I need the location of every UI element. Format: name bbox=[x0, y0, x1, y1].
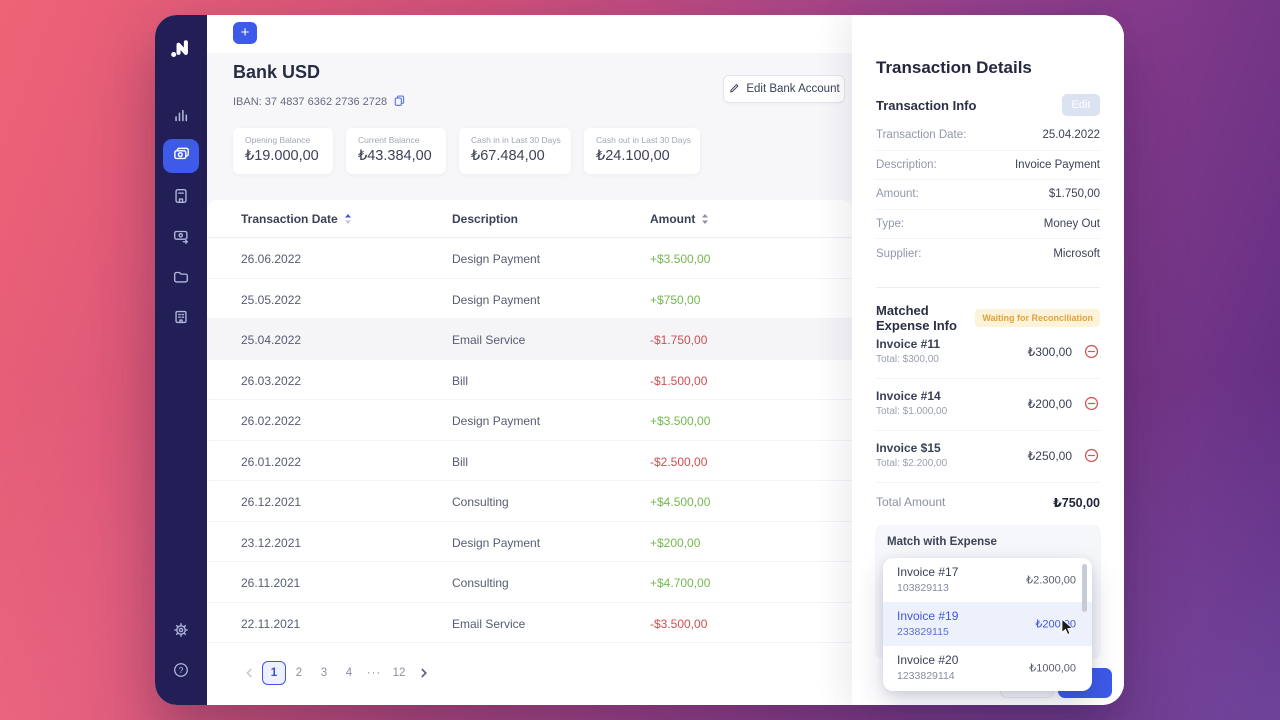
column-amount[interactable]: Amount bbox=[650, 212, 709, 226]
edit-transaction-button[interactable]: Edit bbox=[1062, 94, 1100, 116]
transaction-details-panel: Transaction Details Transaction Info Edi… bbox=[852, 15, 1124, 705]
pagination: 1 2 3 4 ··· 12 bbox=[237, 661, 437, 685]
dropdown-item[interactable]: Invoice #17 103829113 ₺2.300,00 bbox=[897, 565, 1076, 594]
page-button-2[interactable]: 2 bbox=[295, 667, 303, 679]
balance-stats: Opening Balance ₺19.000,00 Current Balan… bbox=[233, 128, 700, 174]
bar-chart-icon[interactable] bbox=[172, 107, 190, 125]
sidebar: ? bbox=[155, 15, 207, 705]
page-button-12[interactable]: 12 bbox=[392, 667, 406, 679]
prev-page-icon[interactable] bbox=[237, 661, 261, 685]
table-row-selected[interactable]: 25.04.2022 Email Service -$1.750,00 bbox=[207, 319, 852, 360]
remove-expense-icon[interactable] bbox=[1083, 395, 1100, 412]
dropdown-item[interactable]: Invoice #20 1233829114 ₺1000,00 bbox=[897, 653, 1076, 682]
add-button[interactable]: + bbox=[233, 22, 257, 44]
transaction-info-heading: Transaction Info bbox=[876, 97, 977, 113]
table-row[interactable]: 25.05.2022 Design Payment +$750,00 bbox=[207, 279, 852, 319]
transaction-fields: Transaction Date: 25.04.2022 Description… bbox=[876, 121, 1100, 269]
stat-cash-out: Cash out in Last 30 Days ₺24.100,00 bbox=[584, 128, 700, 174]
page-button-1[interactable]: 1 bbox=[262, 661, 286, 685]
app-logo-icon bbox=[168, 35, 194, 61]
dropdown-scrollbar[interactable] bbox=[1082, 564, 1087, 612]
copy-icon[interactable] bbox=[393, 94, 406, 110]
folder-icon[interactable] bbox=[172, 268, 190, 286]
settings-gear-icon[interactable] bbox=[172, 621, 190, 639]
edit-bank-account-label: Edit Bank Account bbox=[746, 83, 840, 95]
field-row: Transaction Date: 25.04.2022 bbox=[876, 121, 1100, 151]
sort-icon[interactable] bbox=[701, 213, 709, 225]
money-transfer-icon[interactable] bbox=[172, 227, 190, 245]
matched-expense-item: Invoice $15 Total: $2.200,00 ₺250,00 bbox=[876, 431, 1100, 483]
expense-dropdown: Invoice #17 103829113 ₺2.300,00 Invoice … bbox=[883, 558, 1092, 691]
table-row[interactable]: 22.11.2021 Email Service -$3.500,00 bbox=[207, 603, 852, 643]
bookmark-card-icon[interactable] bbox=[172, 187, 190, 205]
status-badge: Waiting for Reconciliation bbox=[975, 309, 1100, 327]
sidebar-item-bank-accounts[interactable] bbox=[163, 139, 199, 173]
main-content: + Bank USD IBAN: 37 4837 6362 2736 2728 bbox=[207, 15, 852, 705]
section-divider bbox=[876, 287, 1100, 288]
matched-expense-list: Invoice #11 Total: $300,00 ₺300,00 Invoi… bbox=[876, 327, 1100, 483]
table-header: Transaction Date Description Amount bbox=[207, 200, 852, 238]
help-icon[interactable]: ? bbox=[172, 661, 190, 679]
page-title: Bank USD bbox=[233, 62, 321, 82]
table-row[interactable]: 23.12.2021 Design Payment +$200,00 bbox=[207, 522, 852, 562]
column-transaction-date[interactable]: Transaction Date bbox=[241, 212, 352, 226]
page-button-4[interactable]: 4 bbox=[345, 667, 353, 679]
field-row: Supplier: Microsoft bbox=[876, 247, 1100, 260]
page-button-3[interactable]: 3 bbox=[320, 667, 328, 679]
stat-current-balance: Current Balance ₺43.384,00 bbox=[346, 128, 446, 174]
panel-title: Transaction Details bbox=[876, 58, 1032, 77]
table-row[interactable]: 26.06.2022 Design Payment +$3.500,00 bbox=[207, 238, 852, 279]
table-row[interactable]: 26.01.2022 Bill -$2.500,00 bbox=[207, 441, 852, 481]
iban-row: IBAN: 37 4837 6362 2736 2728 bbox=[233, 94, 406, 110]
table-row[interactable]: 26.02.2022 Design Payment +$3.500,00 bbox=[207, 400, 852, 441]
field-row: Type: Money Out bbox=[876, 210, 1100, 239]
table-row[interactable]: 26.11.2021 Consulting +$4.700,00 bbox=[207, 562, 852, 603]
field-row: Description: Invoice Payment bbox=[876, 151, 1100, 180]
banknotes-icon bbox=[172, 144, 191, 168]
matched-expense-item: Invoice #11 Total: $300,00 ₺300,00 bbox=[876, 327, 1100, 379]
building-icon[interactable] bbox=[172, 308, 190, 326]
matched-expense-header: Matched Expense Info Waiting for Reconci… bbox=[876, 303, 1100, 333]
stat-opening-balance: Opening Balance ₺19.000,00 bbox=[233, 128, 333, 174]
table-row[interactable]: 26.03.2022 Bill -$1.500,00 bbox=[207, 360, 852, 400]
iban-text: IBAN: 37 4837 6362 2736 2728 bbox=[233, 96, 388, 108]
transaction-info-header: Transaction Info Edit bbox=[876, 93, 1100, 117]
total-amount-row: Total Amount ₺750,00 bbox=[876, 495, 1100, 510]
app-window: ? + Bank USD IBAN: 37 4837 6362 2736 272… bbox=[155, 15, 1124, 705]
next-page-icon[interactable] bbox=[412, 661, 436, 685]
table-row[interactable]: 26.12.2021 Consulting +$4.500,00 bbox=[207, 481, 852, 522]
svg-text:?: ? bbox=[179, 665, 184, 675]
pagination-ellipsis: ··· bbox=[366, 667, 382, 679]
remove-expense-icon[interactable] bbox=[1083, 447, 1100, 464]
dropdown-item-highlighted[interactable]: Invoice #19 233829115 ₺200,00 bbox=[883, 602, 1092, 646]
sort-icon[interactable] bbox=[344, 213, 352, 225]
transactions-table: Transaction Date Description Amount bbox=[207, 200, 852, 705]
column-description: Description bbox=[452, 212, 519, 226]
edit-bank-account-button[interactable]: Edit Bank Account bbox=[723, 75, 845, 103]
remove-expense-icon[interactable] bbox=[1083, 343, 1100, 360]
bank-detail-page: Bank USD IBAN: 37 4837 6362 2736 2728 bbox=[207, 53, 852, 705]
topbar: + bbox=[207, 15, 852, 53]
pencil-icon bbox=[728, 82, 740, 97]
field-row: Amount: $1.750,00 bbox=[876, 180, 1100, 210]
stat-cash-in: Cash in in Last 30 Days ₺67.484,00 bbox=[459, 128, 571, 174]
matched-expense-item: Invoice #14 Total: $1.000,00 ₺200,00 bbox=[876, 379, 1100, 431]
